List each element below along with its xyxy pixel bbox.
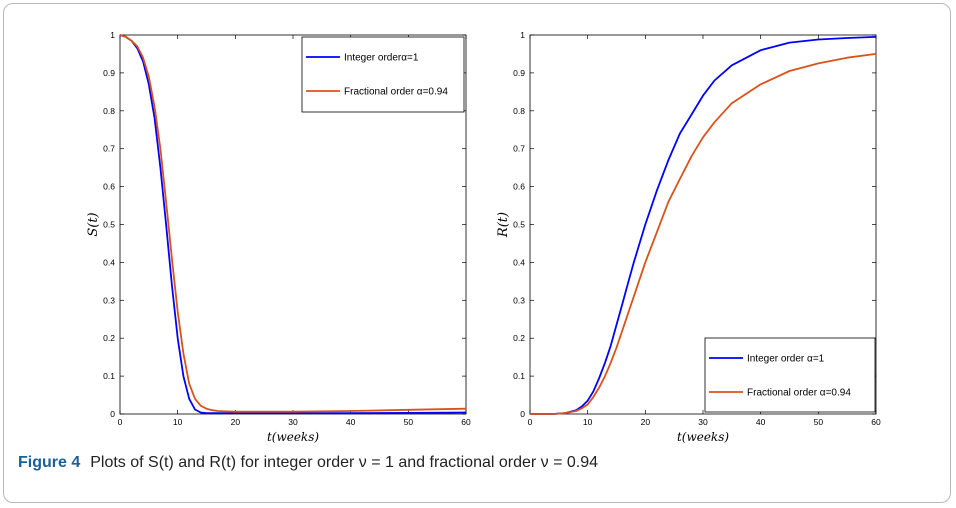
x-tick-label: 30: [288, 417, 298, 427]
series-line-integer-order: [119, 34, 467, 415]
legend-label: Integer orderα=1: [344, 53, 419, 64]
series-line-integer-order: [530, 36, 877, 415]
legend: Integer orderα=1 Fractional order α=0.94: [301, 36, 465, 113]
y-tick-label: 0.3: [513, 295, 525, 305]
legend: Integer order α=1 Fractional order α=0.94: [704, 337, 876, 413]
y-tick-label: 0.4: [513, 257, 525, 267]
y-tick-label: 0.9: [513, 68, 525, 78]
x-tick-label: 0: [118, 417, 123, 427]
series-line-fractional-order: [119, 34, 467, 413]
series-line-fractional-order: [530, 53, 877, 415]
y-tick-label: 0.1: [103, 371, 115, 381]
legend-label: Fractional order α=0.94: [344, 87, 448, 98]
y-tick-label: 1: [520, 30, 525, 40]
y-axis-label: R(t): [496, 212, 511, 238]
r-chart: 0 10 20 30 40 50 60 0 0.1 0.2 0.3 0.4 0.5 0.6 0.7 0.8 0.…: [496, 30, 881, 444]
y-tick-label: 0.7: [103, 144, 115, 154]
y-tick-label: 0.4: [103, 257, 115, 267]
y-axis-label: S(t): [86, 212, 101, 236]
x-tick-label: 60: [461, 417, 471, 427]
legend-label: Integer order α=1: [747, 354, 825, 365]
x-tick-label: 50: [404, 417, 414, 427]
y-tick-label: 0.9: [103, 68, 115, 78]
figure-caption-text: Plots of S(t) and R(t) for integer order…: [90, 454, 599, 471]
x-tick-label: 40: [346, 417, 356, 427]
x-tick-label: 10: [173, 417, 183, 427]
legend-box: [704, 337, 876, 413]
y-tick-label: 0: [110, 409, 115, 419]
y-tick-label: 0.8: [513, 106, 525, 116]
y-tick-label: 0.8: [103, 106, 115, 116]
x-tick-label: 20: [231, 417, 241, 427]
x-axis-label: t(weeks): [267, 430, 319, 444]
y-tick-label: 0.5: [103, 220, 115, 230]
y-tick-label: 0.7: [513, 144, 525, 154]
y-tick-label: 0.3: [103, 295, 115, 305]
s-chart: 0 10 20 30 40 50 60 0 0.1 0.2 0.3 0.4 0.5 0.6 0.7 0.8 0.…: [86, 30, 471, 444]
y-tick-label: 0: [520, 409, 525, 419]
y-tick-label: 0.1: [513, 371, 525, 381]
x-tick-label: 20: [641, 417, 651, 427]
y-tick-label: 0.2: [513, 333, 525, 343]
y-tick-label: 0.5: [513, 220, 525, 230]
y-tick-label: 0.6: [103, 182, 115, 192]
figure-label: Figure 4: [18, 454, 81, 471]
y-tick-label: 0.2: [103, 333, 115, 343]
x-tick-label: 10: [583, 417, 593, 427]
figure-caption: Figure 4 Plots of S(t) and R(t) for integ…: [18, 454, 598, 472]
x-tick-label: 30: [698, 417, 708, 427]
x-tick-label: 0: [528, 417, 533, 427]
y-tick-label: 0.6: [513, 182, 525, 192]
x-axis-label: t(weeks): [677, 430, 729, 444]
x-tick-label: 50: [814, 417, 824, 427]
x-tick-label: 60: [871, 417, 881, 427]
legend-box: [301, 36, 465, 113]
legend-label: Fractional order α=0.94: [747, 388, 851, 399]
x-tick-label: 40: [756, 417, 766, 427]
y-tick-label: 1: [110, 30, 115, 40]
